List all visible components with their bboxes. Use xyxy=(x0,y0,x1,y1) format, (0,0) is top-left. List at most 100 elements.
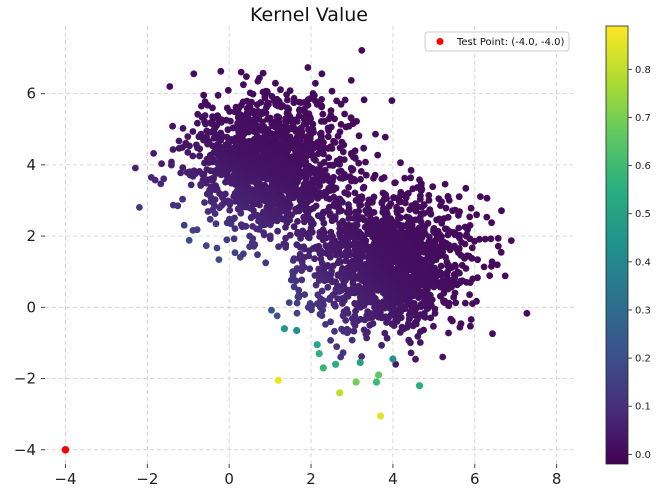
scatter-point xyxy=(337,234,345,242)
scatter-point xyxy=(266,235,274,243)
scatter-point xyxy=(294,230,301,237)
scatter-point xyxy=(455,193,463,201)
scatter-point xyxy=(337,121,345,128)
scatter-point xyxy=(198,102,205,110)
scatter-point xyxy=(336,225,344,232)
scatter-point xyxy=(412,355,419,363)
scatter-point xyxy=(326,161,334,169)
scatter-point xyxy=(379,189,387,197)
scatter-point xyxy=(237,68,245,76)
scatter-point xyxy=(360,96,368,104)
scatter-point-high-kernel xyxy=(377,412,385,420)
scatter-point xyxy=(383,334,391,342)
scatter-point xyxy=(283,91,290,98)
scatter-point xyxy=(489,330,496,338)
scatter-point xyxy=(199,171,206,178)
scatter-point xyxy=(290,99,298,107)
colorbar-tick-label: 0.7 xyxy=(635,113,651,124)
scatter-point xyxy=(331,139,339,146)
scatter-point xyxy=(348,336,356,344)
scatter-point xyxy=(364,210,371,218)
scatter-point xyxy=(246,243,254,251)
legend-marker-test-point xyxy=(436,38,444,45)
scatter-point xyxy=(347,115,355,122)
scatter-point xyxy=(317,118,325,125)
legend-label-test-point: Test Point: (-4.0, -4.0) xyxy=(456,37,565,48)
scatter-point xyxy=(202,120,209,128)
scatter-point xyxy=(467,316,475,323)
scatter-point xyxy=(301,291,309,298)
scatter-point xyxy=(200,91,208,99)
scatter-point xyxy=(204,208,212,215)
scatter-point xyxy=(328,278,336,286)
scatter-point xyxy=(136,204,143,211)
scatter-point xyxy=(209,104,216,112)
scatter-point xyxy=(507,237,515,245)
scatter-point xyxy=(431,309,439,317)
scatter-point xyxy=(226,206,234,214)
scatter-point xyxy=(358,47,366,54)
scatter-point xyxy=(223,236,231,244)
scatter-point xyxy=(260,231,268,239)
scatter-point xyxy=(281,186,288,194)
scatter-point xyxy=(497,248,505,256)
scatter-point xyxy=(249,90,257,98)
scatter-point xyxy=(416,195,424,203)
scatter-point xyxy=(501,272,509,280)
scatter-point xyxy=(342,317,350,324)
scatter-point xyxy=(462,232,470,240)
scatter-point xyxy=(274,102,282,110)
scatter-point xyxy=(357,175,364,183)
scatter-point xyxy=(282,234,289,242)
scatter-point xyxy=(356,201,363,209)
scatter-point xyxy=(406,206,414,214)
scatter-point xyxy=(383,319,390,326)
scatter-point xyxy=(392,360,400,368)
scatter-point xyxy=(372,130,379,138)
scatter-point xyxy=(316,182,324,190)
scatter-point xyxy=(403,213,411,221)
scatter-point xyxy=(359,184,367,192)
scatter-point xyxy=(364,201,371,208)
scatter-point xyxy=(425,196,433,204)
scatter-point xyxy=(427,314,435,322)
scatter-point xyxy=(287,117,295,125)
scatter-point xyxy=(378,199,386,207)
scatter-point xyxy=(184,149,192,156)
scatter-point xyxy=(150,150,158,157)
scatter-point xyxy=(348,167,356,174)
scatter-point xyxy=(407,174,415,182)
x-tick-label: −2 xyxy=(136,470,158,488)
scatter-point xyxy=(282,243,290,251)
x-axis: −4 −2 0 2 4 6 8 xyxy=(54,464,561,488)
y-tick-label: −4 xyxy=(14,441,36,459)
scatter-point xyxy=(461,299,469,307)
scatter-point xyxy=(335,168,343,176)
scatter-point xyxy=(215,256,223,263)
x-tick-label: 6 xyxy=(470,470,480,488)
scatter-point xyxy=(327,271,335,279)
scatter-point xyxy=(351,322,359,329)
scatter-point xyxy=(338,325,345,333)
scatter-point xyxy=(323,194,330,202)
scatter-point xyxy=(445,197,453,204)
scatter-point-high-kernel xyxy=(415,382,424,390)
scatter-point xyxy=(273,312,281,320)
scatter-point xyxy=(326,212,334,219)
scatter-point xyxy=(339,198,346,206)
scatter-point xyxy=(262,259,270,267)
scatter-point xyxy=(317,295,324,302)
scatter-point xyxy=(318,259,326,267)
scatter-point xyxy=(345,184,352,191)
scatter-point xyxy=(189,152,197,160)
scatter-point xyxy=(311,272,319,279)
scatter-point xyxy=(243,73,250,80)
y-tick-label: 0 xyxy=(26,298,36,316)
scatter-point xyxy=(494,234,502,242)
scatter-point xyxy=(462,184,470,192)
scatter-point xyxy=(322,321,329,328)
scatter-point xyxy=(316,310,324,318)
scatter-point xyxy=(209,142,216,150)
scatter-point xyxy=(363,334,370,342)
scatter-point xyxy=(197,182,205,189)
